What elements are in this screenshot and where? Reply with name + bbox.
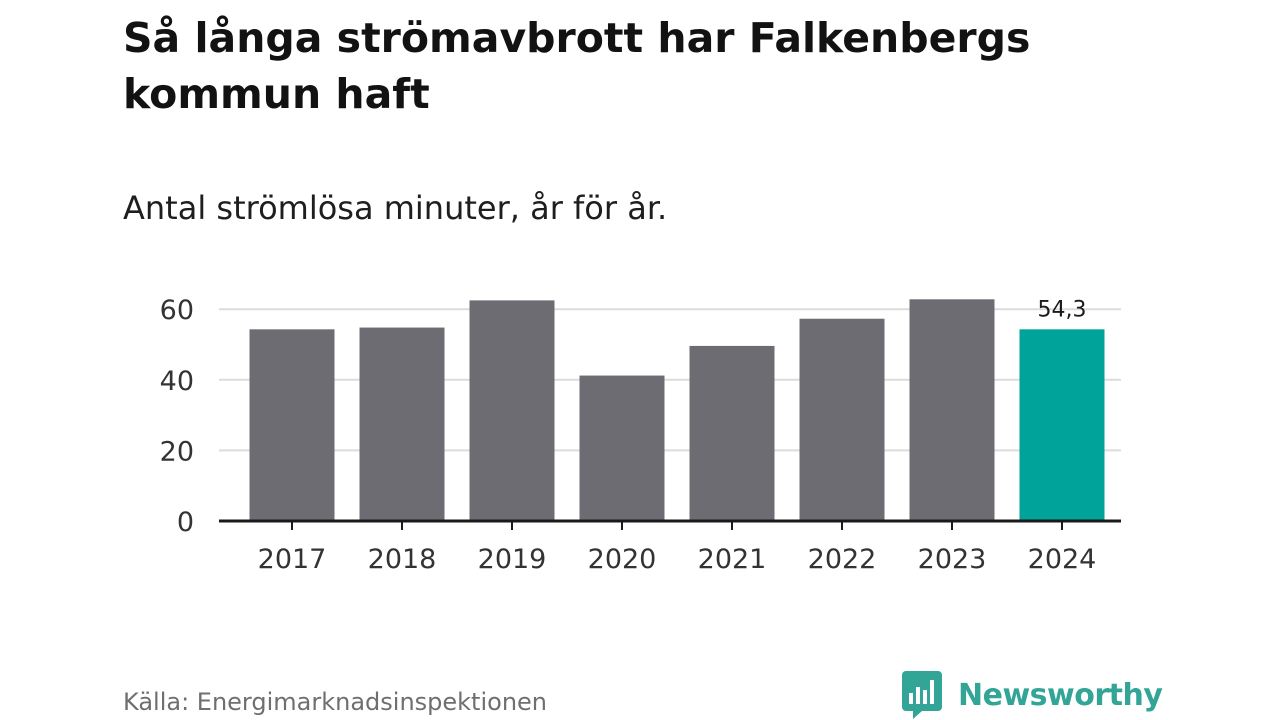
x-tick-label: 2021 — [698, 544, 767, 575]
x-tick-label: 2020 — [588, 544, 657, 575]
x-tick-label: 2022 — [808, 544, 877, 575]
bar — [579, 375, 665, 521]
source-note: Källa: Energimarknadsinspektionen — [123, 688, 548, 716]
y-tick-label: 40 — [160, 366, 194, 397]
bar-chart-speech-bubble-icon — [902, 671, 942, 719]
x-tick-label: 2019 — [478, 544, 547, 575]
x-tick-label: 2018 — [368, 544, 437, 575]
bar — [469, 300, 555, 521]
chart-subtitle: Antal strömlösa minuter, år för år. — [123, 189, 668, 227]
bar — [909, 299, 995, 521]
x-tick-label: 2017 — [258, 544, 327, 575]
bar — [799, 318, 885, 521]
x-tick-label: 2023 — [918, 544, 987, 575]
bar-chart: 0 20 40 60 2017 2018 2019 2020 2021 2022 2023 2024 5… — [160, 295, 1121, 575]
bar — [1019, 329, 1105, 521]
x-tick-label: 2024 — [1028, 544, 1097, 575]
chart-title: Så långa strömavbrott har Falkenbergs ko… — [123, 14, 1031, 118]
y-tick-label: 0 — [177, 507, 194, 538]
y-tick-label: 60 — [160, 295, 194, 326]
brand-name: Newsworthy — [958, 677, 1163, 713]
bar — [689, 345, 775, 521]
y-tick-label: 20 — [160, 436, 194, 467]
data-label: 54,3 — [1038, 297, 1087, 322]
brand-logo: Newsworthy — [902, 671, 1163, 719]
bar — [249, 329, 335, 521]
bar — [359, 327, 445, 521]
